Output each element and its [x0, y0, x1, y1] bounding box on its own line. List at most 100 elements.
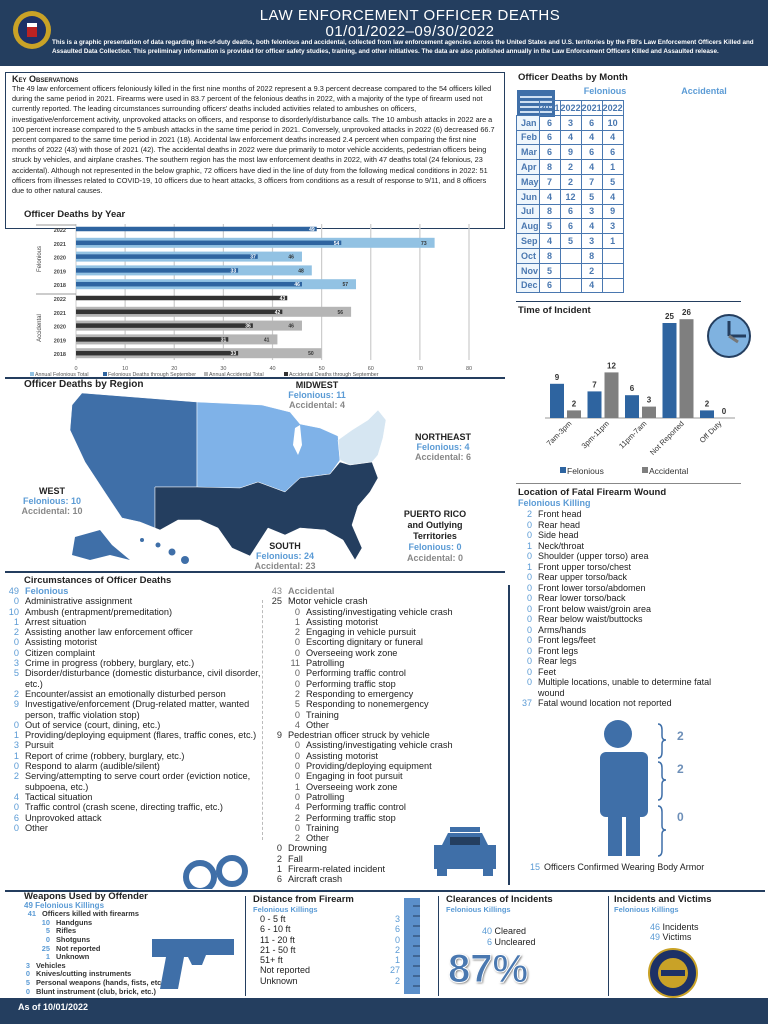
- distance-item: 11 - 20 ft 0: [260, 935, 400, 945]
- item-count: 0: [526, 645, 532, 656]
- page-title: LAW ENFORCEMENT OFFICER DEATHS 01/01/2022…: [150, 8, 670, 40]
- item-label: Providing/deploying equipment: [306, 761, 432, 772]
- distance-section: Distance from Firearm Felonious Killings…: [253, 894, 400, 986]
- weapons-title: Weapons Used by Offender: [24, 891, 148, 902]
- firearm-type-item: 25 Not reported: [24, 944, 249, 954]
- item-count: 5: [13, 668, 19, 679]
- weapon-item: 3 Vehicles: [24, 961, 249, 971]
- date-range: 01/01/2022–09/30/2022: [325, 23, 495, 40]
- item-count: 1: [13, 750, 19, 761]
- key-observations-text: The 49 law enforcement officers feloniou…: [12, 84, 495, 196]
- table-row: May 7 2 7 5: [516, 173, 624, 190]
- distance-item: Not reported 27: [260, 965, 400, 975]
- circumstance-item: 2 Encounter/assist an emotionally disturb…: [5, 689, 280, 699]
- item-count: 2: [294, 688, 300, 699]
- item-label: Responding to emergency: [306, 688, 414, 699]
- table-row: Nov 5 2: [516, 262, 624, 279]
- item-label: Rear legs: [538, 656, 577, 666]
- month-value: 7: [538, 173, 561, 190]
- table-row: Jul 8 6 3 9: [516, 203, 624, 220]
- weapons-list: 41 Officers killed with firearms 10 Handgun…: [24, 910, 249, 996]
- bar: [679, 319, 694, 418]
- map-hawaii[interactable]: [140, 538, 189, 564]
- month-value: 4: [559, 129, 582, 146]
- accidental-header: Accidental: [681, 86, 727, 96]
- data-label: 56: [338, 310, 344, 316]
- felonious-circumstances-list: 49 Felonious 0 Administrative assignment 10 A…: [5, 586, 280, 833]
- header: LAW ENFORCEMENT OFFICER DEATHS 01/01/2022…: [0, 0, 768, 66]
- month-value: 4: [538, 233, 561, 249]
- legend-label: Accidental Deaths through September: [289, 372, 379, 378]
- month-value: 6: [538, 144, 561, 161]
- item-label: Front head: [538, 509, 582, 519]
- month-value: 8: [580, 247, 603, 264]
- item-count: 1: [13, 730, 19, 741]
- table-row: Aug 5 6 4 3: [516, 218, 624, 235]
- x-tick-label: 0: [74, 366, 77, 372]
- table-header-row: 2021 2022 2021 2022: [517, 100, 624, 116]
- wound-item: 0 Front lower torso/abdomen: [518, 583, 733, 594]
- bar: [76, 350, 239, 356]
- circumstance-item: 0 Out of service (court, dining, etc.): [5, 720, 280, 730]
- firearm-type-item: 1 Unknown: [24, 953, 249, 962]
- x-tick-label: Not Reported: [648, 419, 686, 457]
- map-northeast[interactable]: [337, 409, 387, 466]
- firearm-type-item: 0 Shotguns: [24, 935, 249, 945]
- wound-item: 0 Arms/hands: [518, 625, 733, 636]
- legend-swatch: [204, 372, 208, 376]
- bar: [76, 323, 253, 328]
- item-count: 0: [526, 677, 532, 687]
- item-label: Overseeing work zone: [306, 647, 398, 658]
- item-label: Feet: [538, 666, 557, 677]
- month-name: Feb: [516, 129, 540, 146]
- item-count: 1: [526, 561, 532, 572]
- item-count: 0: [294, 647, 300, 658]
- data-label: 49: [309, 227, 315, 233]
- accidental-subitem: 0 Providing/deploying equipment: [270, 761, 500, 771]
- month-value: 2: [559, 159, 582, 175]
- item-count: 0: [13, 596, 19, 607]
- accidental-category: 6 Aircraft crash: [270, 874, 500, 884]
- item-label: Assisting motorist: [306, 750, 378, 761]
- item-count: 4: [294, 719, 300, 730]
- item-label: Investigative/enforcement (Drug-related …: [25, 699, 250, 720]
- accidental-subitem: 0 Performing traffic stop: [270, 679, 500, 689]
- wound-item: 0 Feet: [518, 667, 733, 678]
- item-count: 10: [41, 917, 50, 927]
- map-alaska[interactable]: [72, 530, 130, 560]
- month-value: 6: [538, 114, 561, 131]
- bar: [76, 309, 283, 315]
- item-count: 2: [294, 833, 300, 844]
- month-value: [559, 247, 582, 264]
- item-count: 49: [8, 586, 19, 596]
- data-label: 36: [245, 324, 251, 330]
- month-value: 5: [601, 173, 624, 190]
- y-tick-label: 2022: [54, 228, 66, 234]
- month-value: 1: [601, 159, 624, 175]
- item-count: 4: [13, 791, 19, 802]
- item-count: 0: [13, 802, 19, 813]
- month-value: 4: [580, 129, 603, 146]
- incidents-section: Incidents and Victims Felonious Killings…: [614, 894, 764, 942]
- accidental-circumstances-list: 43 Accidental 25 Motor vehicle crash 0 Assist…: [270, 586, 500, 885]
- item-label: Other: [306, 833, 329, 844]
- map-south[interactable]: [154, 461, 379, 561]
- circumstance-item: 1 Providing/deploying equipment (flares, …: [5, 730, 280, 740]
- item-count: 4: [294, 802, 300, 813]
- item-label: Personal weapons (hands, fists, etc.): [36, 977, 166, 987]
- legend-swatch: [560, 467, 566, 473]
- data-label: 46: [294, 282, 300, 288]
- item-count: 0: [294, 740, 300, 751]
- month-value: 5: [559, 233, 582, 249]
- circumstance-item: 0 Assisting motorist: [5, 637, 280, 647]
- bar: [76, 240, 342, 246]
- circumstance-item: 2 Assisting another law enforcement offic…: [5, 627, 280, 637]
- clearances-title: Clearances of Incidents: [446, 894, 553, 905]
- item-label: Rifles: [56, 926, 77, 936]
- wound-item: 0 Front legs/feet: [518, 635, 733, 646]
- divider: [516, 301, 741, 302]
- item-label: Encounter/assist an emotionally disturbe…: [25, 688, 226, 699]
- item-count: 0: [294, 668, 300, 679]
- wound-item: 0 Rear head: [518, 520, 733, 531]
- month-value: 9: [559, 144, 582, 161]
